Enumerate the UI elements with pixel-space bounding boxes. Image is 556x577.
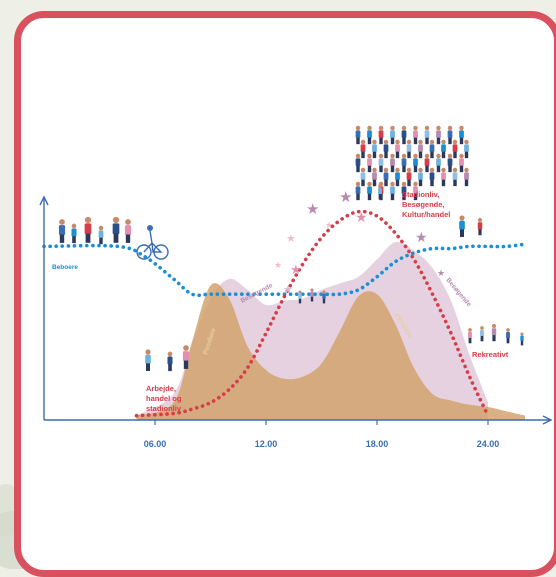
annotation-work-line3: stadionliv: [146, 404, 182, 413]
star-icon: ★: [415, 229, 428, 245]
residents-label: Beboere: [52, 264, 78, 271]
line-stadionliv: [134, 209, 490, 418]
x-tick-label: 06.00: [144, 439, 167, 449]
x-tick-label: 18.00: [366, 439, 389, 449]
star-icon: ★: [325, 220, 333, 230]
x-tick-label: 12.00: [255, 439, 278, 449]
x-tick-label: 24.00: [477, 439, 500, 449]
crowd-illustration: [355, 125, 469, 201]
cyclist-illustration: [136, 225, 169, 260]
star-icon: ★: [339, 189, 352, 206]
x-tick-group: 06.00 12.00 18.00 24.00: [144, 420, 500, 449]
annotation-work-line2: handel og: [146, 394, 182, 403]
annotation-recreational: Rekreativt: [472, 350, 509, 359]
area-series-group: [136, 241, 525, 420]
people-illustration-middle: [145, 184, 483, 372]
star-icon: ★: [286, 233, 296, 245]
family-group-illustration: [58, 216, 132, 245]
annotation-stadium-line2: Besøgende,: [402, 200, 445, 209]
star-icon: ★: [306, 201, 319, 218]
annotation-stadium-line3: Kultur/handel: [402, 210, 450, 219]
annotation-work-line1: Arbejde,: [146, 384, 176, 393]
x-axis-arrow: [542, 415, 553, 425]
star-icon: ★: [274, 260, 282, 270]
line-beboere: [42, 242, 527, 298]
dotted-series-group: [42, 209, 527, 418]
people-illustration-right: [468, 323, 524, 346]
star-icon: ★: [355, 209, 368, 225]
y-axis-arrow: [39, 195, 49, 206]
star-icon: ★: [437, 268, 445, 278]
star-icon: ★: [283, 284, 293, 296]
annotation-stadium-line1: Stadionliv,: [402, 190, 439, 199]
star-icon: ★: [290, 262, 302, 277]
star-decorations: ★ ★ ★ ★ ★ ★ ★ ★ ★ ★: [274, 189, 445, 296]
